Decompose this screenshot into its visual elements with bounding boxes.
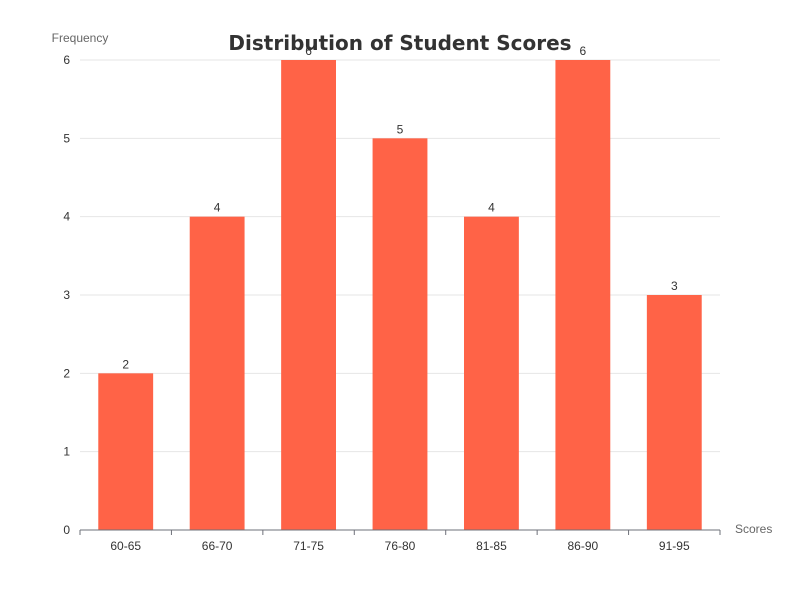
y-tick-label: 6 <box>63 53 70 67</box>
y-tick-label: 2 <box>63 366 70 380</box>
x-tick-label: 81-85 <box>476 539 507 553</box>
bar-60-65 <box>98 373 154 530</box>
x-tick-label: 91-95 <box>659 539 690 553</box>
x-tick-label: 66-70 <box>202 539 233 553</box>
x-axis-title: Scores <box>735 522 772 536</box>
y-tick-label: 4 <box>63 210 70 224</box>
x-tick-label: 86-90 <box>568 539 599 553</box>
bar-value-label: 6 <box>305 44 312 58</box>
data-labels: 2 4 6 5 4 6 3 <box>122 44 678 371</box>
bar-value-label: 3 <box>671 279 678 293</box>
bar-76-80 <box>372 138 428 531</box>
y-axis-title: Frequency <box>52 31 109 45</box>
bar-91-95 <box>646 295 702 530</box>
x-tick-label: 60-65 <box>110 539 141 553</box>
y-tick-label: 5 <box>63 131 70 145</box>
x-tick-label: 76-80 <box>385 539 416 553</box>
y-tick-label: 1 <box>63 445 70 459</box>
bar-71-75 <box>281 60 336 530</box>
chart-title: Distribution of Student Scores <box>228 31 571 55</box>
y-tick-label: 0 <box>63 523 70 537</box>
bar-value-label: 6 <box>580 44 587 58</box>
bar-value-label: 5 <box>397 122 404 136</box>
bars <box>98 60 702 531</box>
bar-66-70 <box>189 216 245 530</box>
bar-81-85 <box>464 216 519 530</box>
axes: 0 1 2 3 4 5 6 60-65 66-70 71-75 76-80 81-85 86-90 91-… <box>63 53 721 553</box>
x-tick-label: 71-75 <box>293 539 324 553</box>
y-tick-label: 3 <box>63 288 70 302</box>
bar-value-label: 2 <box>122 357 129 371</box>
bar-value-label: 4 <box>488 201 495 215</box>
bar-86-90 <box>555 60 611 530</box>
bar-value-label: 4 <box>214 201 221 215</box>
